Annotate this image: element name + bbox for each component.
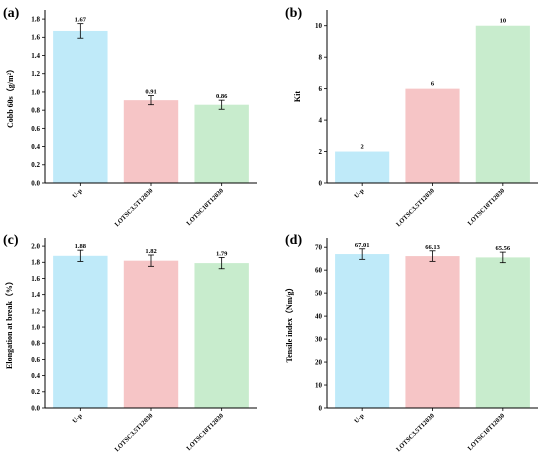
bar [194,263,249,408]
x-tick-label: LOTSC3.5T12030 [114,187,155,228]
bar [123,260,179,408]
y-tick-label: 0 [319,404,323,412]
bar [405,88,460,183]
data-label: 67.01 [355,242,370,249]
data-label: 1.79 [216,250,228,257]
panel-label: (d) [285,233,302,248]
panel-label: (c) [3,233,19,248]
y-tick-label: 2.0 [31,242,40,250]
bar [53,255,108,408]
panel-label: (b) [285,6,302,21]
y-axis-label: Tensile index（Nm/g） [284,283,294,362]
bar [335,151,390,183]
data-label: 0.91 [145,89,156,96]
y-tick-label: 10 [315,381,323,389]
y-tick-label: 0.8 [31,107,40,115]
bar [194,104,249,183]
y-tick-label: 60 [315,267,323,275]
panel-label: (a) [3,6,20,21]
chart-panel-3: (c) 0.0 0.2 0.4 0.6 0.8 1.0 1.2 1.4 1.6 1.8 2.0 Elon… [3,233,257,453]
y-tick-label: 70 [315,244,323,252]
bar [335,254,390,408]
bar [123,100,179,183]
y-tick-label: 0.2 [31,161,40,169]
y-tick-label: 2 [319,148,323,156]
x-tick-label: LOTSC10T12030 [467,187,507,227]
bar [475,257,530,408]
y-tick-label: 0 [319,179,323,187]
x-tick-label: LOTSC10T12030 [467,412,507,452]
x-tick-label: U-p [71,187,84,200]
x-tick-label: LOTSC3.5T12030 [395,412,436,453]
y-axis-label: Cobb 60s（g/m²） [5,65,15,128]
bar [405,256,460,408]
y-tick-label: 0.2 [31,388,40,396]
y-axis-label: Kit [293,91,302,102]
y-tick-label: 1.8 [31,16,40,24]
x-tick-label: LOTSC3.5T12030 [114,412,155,453]
bar [53,30,108,183]
data-label: 10 [500,18,507,25]
data-label: 66.13 [425,244,440,251]
y-tick-label: 8 [319,54,323,62]
y-tick-label: 0.8 [31,340,40,348]
y-tick-label: 1.2 [31,307,40,315]
x-tick-label: LOTSC10T12030 [185,412,225,452]
data-label: 2 [361,144,364,151]
y-tick-label: 6 [319,85,323,93]
y-tick-label: 30 [315,335,323,343]
data-label: 65.56 [496,245,511,252]
x-tick-label: U-p [353,412,366,425]
y-tick-label: 1.6 [31,34,40,42]
x-tick-label: U-p [71,412,84,425]
y-tick-label: 10 [315,22,323,30]
y-tick-label: 0.6 [31,125,40,133]
y-tick-label: 0.0 [31,404,40,412]
data-label: 6 [431,81,435,88]
x-tick-label: LOTSC3.5T12030 [395,187,436,228]
y-tick-label: 0.0 [31,179,40,187]
y-tick-label: 40 [315,313,323,321]
data-label: 1.82 [145,248,156,255]
y-tick-label: 1.4 [31,291,40,299]
y-tick-label: 0.4 [31,372,40,380]
y-tick-label: 1.4 [31,52,40,60]
x-tick-label: U-p [353,187,366,200]
y-tick-label: 1.8 [31,259,40,267]
data-label: 1.67 [75,17,87,24]
y-tick-label: 20 [315,358,323,366]
data-label: 0.86 [216,93,228,100]
x-tick-label: LOTSC10T12030 [185,187,225,227]
y-tick-label: 4 [319,116,323,124]
y-tick-label: 1.6 [31,275,40,283]
chart-panel-2: (b) 0 2 4 6 8 10 Kit 2 U-p 6 LOTSC3.5T12030 10 LOTSC1… [285,6,538,228]
y-tick-label: 1.0 [31,323,40,331]
bar [475,25,530,184]
data-label: 1.88 [75,243,87,250]
y-tick-label: 0.4 [31,143,40,151]
chart-panel-4: (d) 0 10 20 30 40 50 60 70 Tensile index（Nm/g） 67.… [284,233,538,453]
chart-panel-1: (a) 0.0 0.2 0.4 0.6 0.8 1.0 1.2 1.4 1.6 1.8 Cobb 60… [3,6,257,228]
y-tick-label: 1.2 [31,70,40,78]
y-tick-label: 1.0 [31,88,40,96]
y-tick-label: 50 [315,290,323,298]
y-axis-label: Elongation at break（%） [4,277,14,369]
y-tick-label: 0.6 [31,356,40,364]
